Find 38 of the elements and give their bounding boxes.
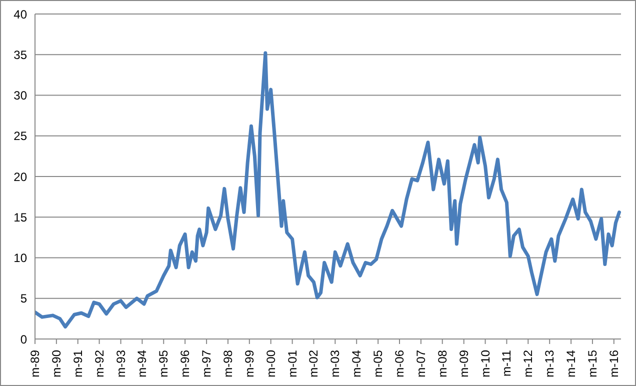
x-tick-label: m-16 (606, 350, 621, 378)
x-tick-label: m-98 (220, 350, 235, 378)
x-tick-label: m-99 (242, 350, 256, 378)
x-tick-label: m-02 (306, 350, 321, 378)
x-tick-label: m-11 (500, 350, 514, 376)
y-tick-label: 35 (14, 48, 28, 62)
x-tick-label: m-14 (564, 350, 578, 378)
x-tick-label: m-04 (350, 350, 364, 378)
x-tick-label: m-93 (114, 350, 128, 378)
y-tick-label: 40 (14, 7, 28, 22)
x-tick-label: m-96 (178, 350, 192, 378)
x-tick-label: m-12 (521, 350, 536, 378)
x-tick-label: m-10 (478, 350, 492, 378)
x-tick-label: m-00 (264, 350, 278, 378)
y-tick-label: 5 (20, 292, 28, 306)
x-tick-label: m-07 (414, 350, 428, 378)
x-tick-label: m-97 (200, 350, 214, 378)
x-tick-label: m-95 (156, 350, 171, 378)
x-tick-label: m-06 (392, 350, 407, 378)
y-tick-label: 0 (20, 332, 28, 346)
line-series (35, 51, 621, 329)
x-tick-label: m-08 (435, 350, 450, 378)
y-tick-label: 15 (14, 210, 28, 224)
x-tick-label: m-92 (92, 350, 106, 378)
y-tick-label: 30 (14, 88, 28, 103)
x-tick-label: m-03 (328, 350, 342, 378)
x-tick-label: m-15 (585, 350, 600, 378)
y-tick-label: 20 (14, 170, 28, 184)
x-tick-label: m-01 (285, 350, 300, 378)
x-tick-label: m-05 (371, 350, 386, 378)
x-tick-label: m-89 (28, 350, 42, 378)
x-tick-label: m-13 (542, 350, 557, 378)
x-tick-label: m-90 (49, 350, 64, 378)
x-tick-label: m-91 (70, 350, 85, 378)
y-tick-label: 25 (14, 129, 28, 144)
x-tick-label: m-94 (135, 350, 150, 378)
y-tick-label: 10 (14, 251, 28, 266)
x-tick-label: m-09 (456, 350, 471, 378)
